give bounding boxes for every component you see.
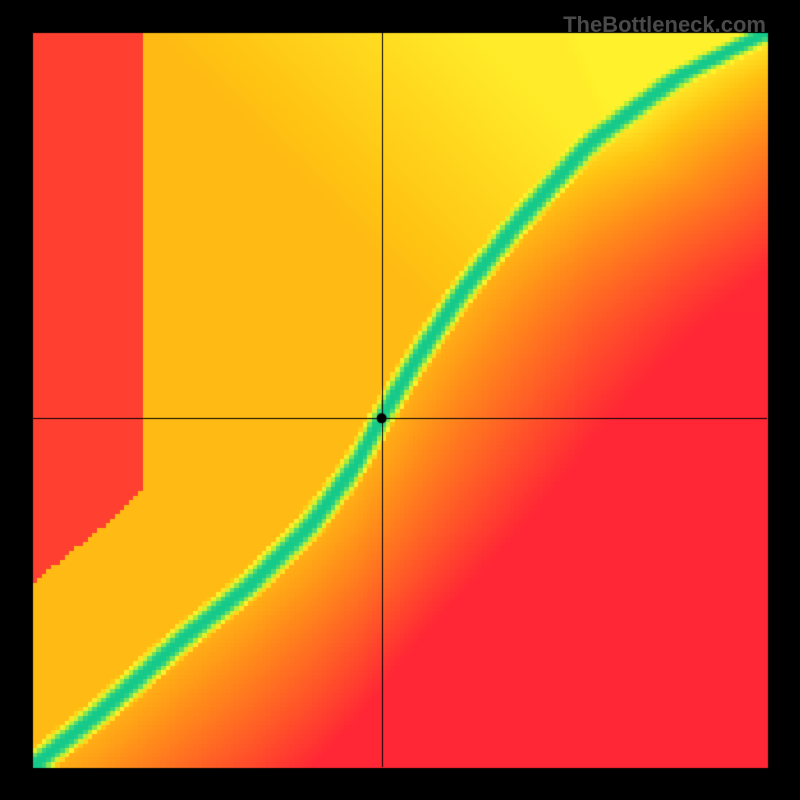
- bottleneck-heatmap: [0, 0, 800, 800]
- watermark-text: TheBottleneck.com: [563, 12, 766, 38]
- chart-container: TheBottleneck.com: [0, 0, 800, 800]
